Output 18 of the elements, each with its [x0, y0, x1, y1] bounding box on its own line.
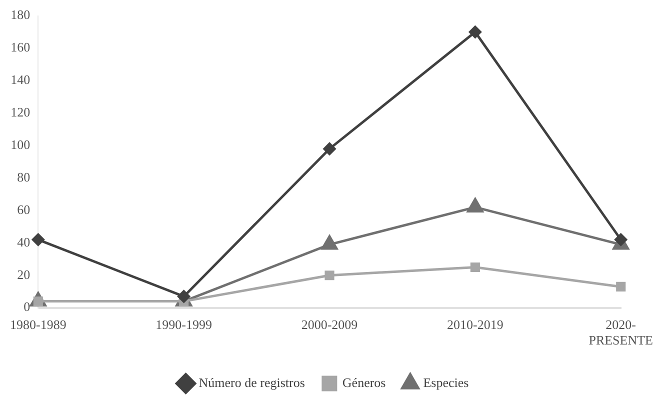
x-tick-label: 1990-1999 — [156, 317, 212, 332]
y-tick-label: 20 — [17, 266, 30, 282]
x-tick-label: 2010-2019 — [447, 317, 504, 332]
x-tick-label: 1980-1989 — [10, 317, 66, 332]
legend-label: Géneros — [342, 374, 386, 390]
x-tick-label: 2000-2009 — [301, 317, 358, 332]
legend-label: Número de registros — [198, 374, 305, 390]
y-tick-label: 40 — [17, 234, 30, 250]
y-tick-label: 100 — [10, 137, 30, 152]
y-tick-label: 60 — [17, 202, 30, 217]
y-tick-label: 140 — [10, 72, 30, 88]
x-tick-label: 2020-PRESENTE — [588, 317, 654, 348]
y-tick-label: 120 — [10, 104, 30, 120]
y-tick-label: 160 — [10, 40, 30, 55]
y-tick-label: 80 — [17, 169, 30, 184]
y-tick-label: 180 — [10, 7, 30, 22]
y-tick-label: 0 — [24, 299, 30, 314]
legend-label: Especies — [423, 374, 469, 390]
